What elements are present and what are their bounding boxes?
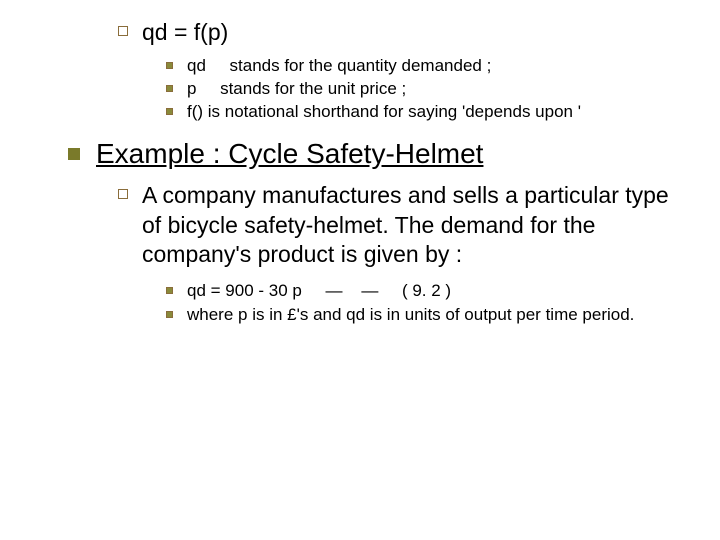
body-block: A company manufactures and sells a parti… [118, 181, 680, 327]
solid-square-large-bullet-icon [68, 148, 80, 160]
heading-text: Example : Cycle Safety-Helmet [96, 137, 483, 171]
body-intro-row: A company manufactures and sells a parti… [118, 181, 680, 271]
equation-text: qd = f(p) [142, 18, 228, 47]
def-item: p stands for the unit price ; [166, 78, 680, 100]
solid-square-bullet-icon [166, 85, 173, 92]
body-intro-text: A company manufactures and sells a parti… [142, 181, 680, 271]
solid-square-bullet-icon [166, 108, 173, 115]
def-item: f() is notational shorthand for saying '… [166, 101, 680, 123]
def-item: qd stands for the quantity demanded ; [166, 55, 680, 77]
equation-row: qd = f(p) [118, 18, 680, 47]
hollow-square-bullet-icon [118, 26, 128, 36]
def-text: f() is notational shorthand for saying '… [187, 101, 581, 123]
solid-square-bullet-icon [166, 62, 173, 69]
heading-row: Example : Cycle Safety-Helmet [68, 137, 680, 171]
slide: qd = f(p) qd stands for the quantity dem… [0, 0, 720, 540]
solid-square-bullet-icon [166, 311, 173, 318]
hollow-square-bullet-icon [118, 189, 128, 199]
body-items: qd = 900 - 30 p — — ( 9. 2 ) where p is … [166, 280, 680, 326]
heading-block: Example : Cycle Safety-Helmet [68, 137, 680, 171]
body-item: where p is in £'s and qd is in units of … [166, 304, 680, 326]
equation-defs: qd stands for the quantity demanded ; p … [166, 55, 680, 123]
body-item-text: where p is in £'s and qd is in units of … [187, 304, 634, 326]
equation-block: qd = f(p) qd stands for the quantity dem… [118, 18, 680, 123]
def-text: p stands for the unit price ; [187, 78, 406, 100]
body-item-text: qd = 900 - 30 p — — ( 9. 2 ) [187, 280, 451, 302]
def-text: qd stands for the quantity demanded ; [187, 55, 491, 77]
solid-square-bullet-icon [166, 287, 173, 294]
body-item: qd = 900 - 30 p — — ( 9. 2 ) [166, 280, 680, 302]
